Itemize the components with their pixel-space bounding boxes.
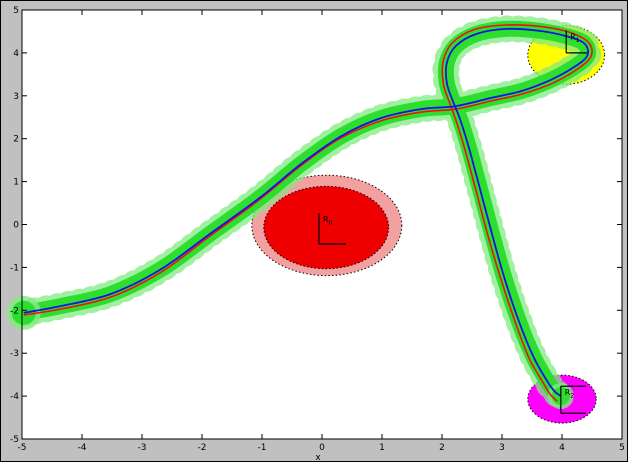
x-tick-label: 5 — [619, 443, 625, 453]
y-tick-label: 5 — [13, 6, 19, 16]
x-tick-label: 0 — [319, 443, 325, 453]
y-tick-label: -1 — [10, 263, 19, 273]
y-tick-label: -2 — [10, 306, 19, 316]
reference-path — [23, 24, 593, 402]
x-tick-label: -1 — [258, 443, 267, 453]
y-tick-label: -3 — [10, 349, 19, 359]
executed-path — [23, 27, 590, 397]
x-axis-label: x — [315, 453, 321, 462]
x-tick-label: -4 — [78, 443, 87, 453]
y-tick-label: -4 — [10, 392, 19, 402]
frame-R1-label: R1 — [570, 33, 580, 45]
obstacle-ellipse — [263, 185, 390, 270]
y-tick-label: 1 — [13, 178, 19, 188]
y-tick-label: 0 — [13, 221, 19, 231]
x-tick-label: 4 — [559, 443, 565, 453]
y-tick-label: 3 — [13, 92, 19, 102]
y-tick-label: 4 — [13, 49, 19, 59]
x-tick-label: -2 — [198, 443, 207, 453]
x-tick-label: -3 — [138, 443, 147, 453]
frame-R2-label: R2 — [565, 388, 575, 400]
x-tick-label: 3 — [499, 443, 505, 453]
frame-R0-label: R0 — [323, 215, 333, 227]
x-tick-label: -5 — [18, 443, 27, 453]
y-tick-label: 2 — [13, 135, 19, 145]
x-tick-label: 1 — [379, 443, 385, 453]
y-tick-label: -5 — [10, 435, 19, 445]
x-tick-label: 2 — [439, 443, 445, 453]
